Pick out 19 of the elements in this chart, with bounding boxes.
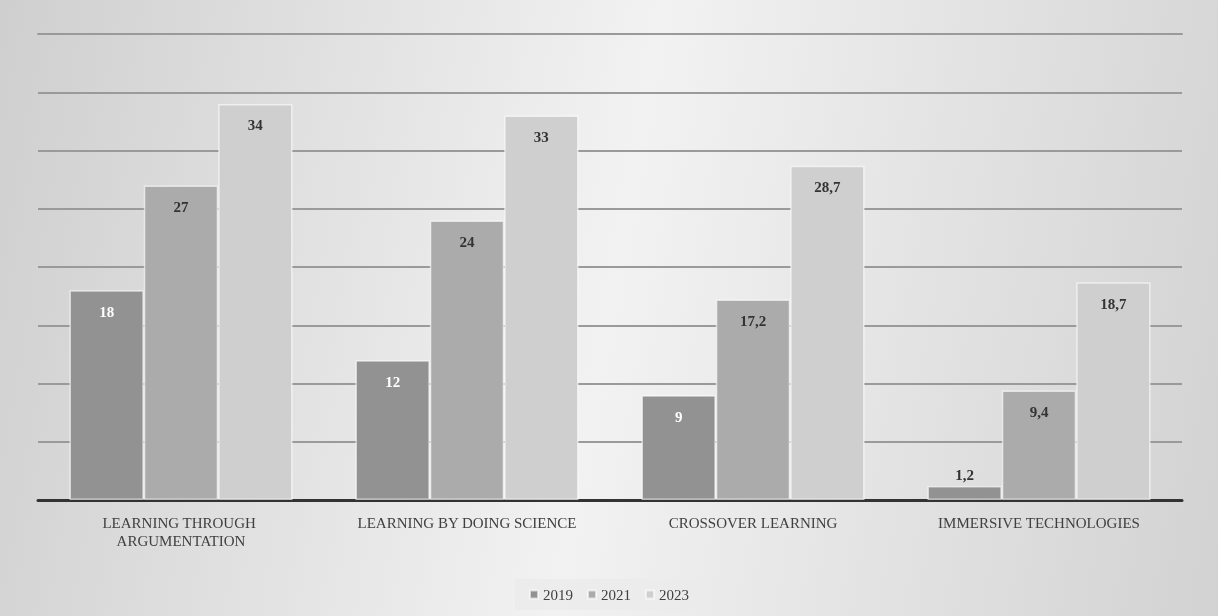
data-label: 18	[99, 303, 115, 320]
data-label: 9	[674, 408, 683, 425]
data-label: 27	[173, 198, 189, 215]
data-label: 17,2	[739, 313, 767, 330]
data-label: 9,4	[1029, 403, 1049, 420]
x-tick-label: LEARNING BY DOING SCIENCE	[357, 515, 577, 531]
legend-label: 2021	[601, 586, 631, 603]
data-label: 12	[385, 373, 401, 390]
legend-label: 2023	[659, 586, 689, 603]
legend-label: 2019	[543, 586, 573, 603]
data-label: 18,7	[1100, 295, 1127, 312]
data-label: 34	[247, 117, 264, 134]
data-label: 1,2	[955, 466, 975, 483]
x-tick-label: LEARNING THROUGH ARGUMENTATION	[102, 515, 260, 549]
data-label: 24	[459, 233, 475, 250]
x-tick-label: CROSSOVER LEARNING	[668, 515, 838, 531]
x-tick-label: IMMERSIVE TECHNOLOGIES	[938, 515, 1140, 531]
data-label: 28,7	[814, 179, 841, 196]
data-label: 33	[533, 129, 549, 146]
